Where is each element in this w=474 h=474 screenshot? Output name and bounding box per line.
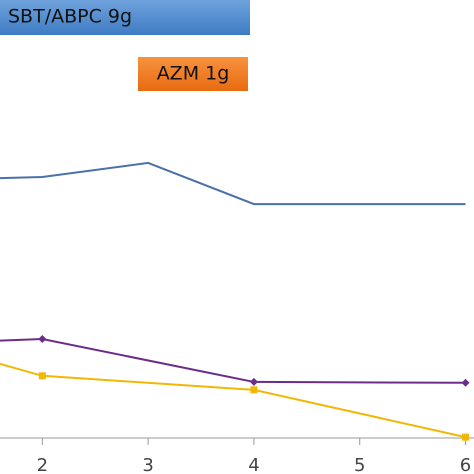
annotation-box [0,0,250,35]
x-tick-label: 6 [460,455,471,474]
marker [38,335,47,344]
annotation: SBT/ABPC 9g [8,6,132,28]
annotation: AZM 1g [157,63,230,85]
line [0,362,466,439]
marker [38,372,46,380]
x-tick-label: 4 [248,455,259,474]
marker [250,386,258,394]
annotation-box [138,57,248,91]
line [0,338,466,384]
marker [249,377,258,386]
marker [462,433,470,441]
line [0,161,466,206]
x-tick-label: 5 [354,455,365,474]
marker [461,378,470,387]
x-tick-label: 3 [142,455,153,474]
x-tick-label: 2 [37,455,48,474]
